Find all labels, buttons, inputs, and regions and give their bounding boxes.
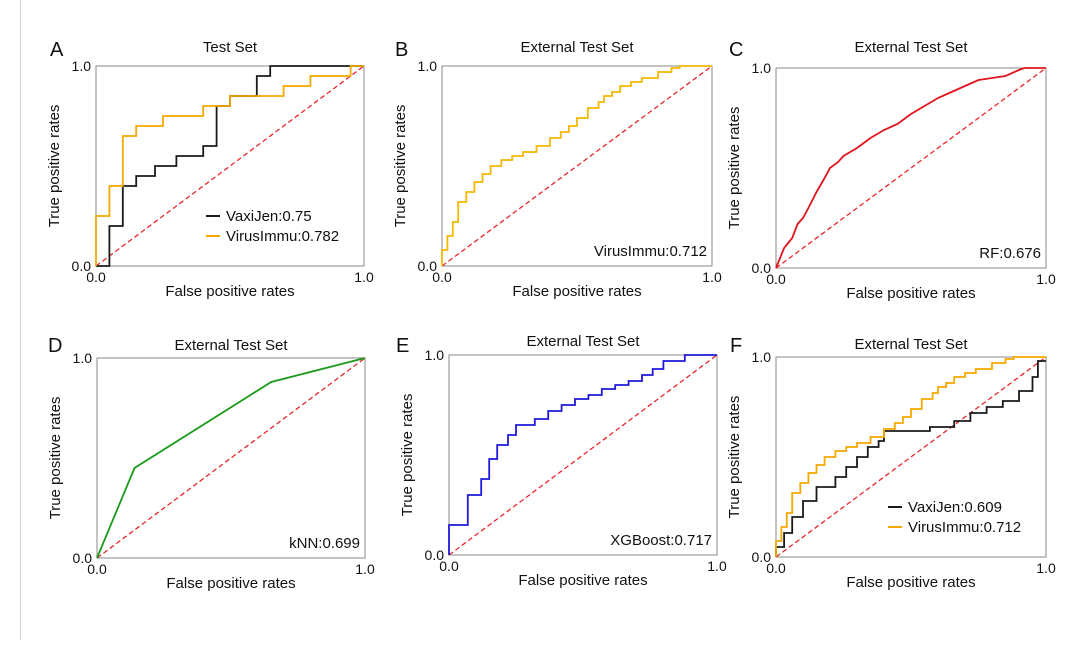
chart-title: Test Set — [203, 39, 258, 56]
auc-annotation: XGBoost:0.717 — [610, 532, 712, 549]
y-tick-label: 1.0 — [752, 60, 772, 76]
panel-letter: E — [396, 335, 409, 357]
y-tick-label: 0.0 — [418, 258, 438, 274]
x-tick-label: 0.0 — [766, 271, 786, 287]
auc-annotation: VirusImmu:0.712 — [594, 243, 707, 260]
diagonal-reference-line — [775, 67, 1047, 269]
panel-letter: C — [729, 39, 743, 61]
y-tick-label: 1.0 — [418, 58, 438, 74]
plot-frame — [95, 65, 365, 267]
y-tick-label: 0.0 — [72, 258, 92, 274]
x-axis-label: False positive rates — [512, 283, 641, 300]
series-line-1 — [95, 65, 364, 266]
legend-label: VaxiJen:0.75 — [226, 208, 312, 225]
y-axis-label: True positive rates — [392, 105, 409, 228]
plot-frame — [441, 65, 713, 267]
x-tick-label: 1.0 — [702, 269, 722, 285]
x-axis-label: False positive rates — [846, 574, 975, 591]
y-axis-label: True positive rates — [726, 396, 743, 519]
x-tick-label: 0.0 — [86, 269, 106, 285]
y-axis-label: True positive rates — [46, 105, 63, 228]
x-tick-label: 1.0 — [355, 561, 375, 577]
series-line-0 — [441, 65, 712, 266]
x-tick-label: 0.0 — [766, 560, 786, 576]
y-tick-label: 0.0 — [752, 549, 772, 565]
plot-frame — [96, 357, 366, 559]
x-tick-label: 1.0 — [1036, 271, 1056, 287]
series-line-0 — [96, 357, 366, 559]
x-axis-label: False positive rates — [518, 572, 647, 589]
series-line-1 — [775, 356, 1046, 557]
panel-d: D External Test Set False positive rates Tr… — [47, 335, 375, 592]
panel-a: A Test Set False positive rates True positi… — [46, 39, 374, 300]
chart-title: External Test Set — [854, 39, 968, 56]
panel-e: E External Test Set False positive rates Tr… — [396, 333, 727, 589]
auc-annotation: kNN:0.699 — [289, 535, 360, 552]
diagonal-reference-line — [441, 65, 713, 267]
chart-title: External Test Set — [174, 337, 288, 354]
plot-frame — [775, 67, 1047, 269]
x-tick-label: 0.0 — [432, 269, 452, 285]
chart-title: External Test Set — [526, 333, 640, 350]
panel-f: F External Test Set False positive rates Tr… — [726, 335, 1056, 591]
chart-title: External Test Set — [520, 39, 634, 56]
series-line-0 — [775, 67, 1046, 269]
y-tick-label: 0.0 — [73, 550, 93, 566]
y-axis-label: True positive rates — [399, 394, 416, 517]
diagonal-reference-line — [775, 356, 1047, 558]
panel-b: B External Test Set False positive rates Tr… — [392, 39, 722, 300]
y-axis-label: True positive rates — [726, 107, 743, 230]
chart-title: External Test Set — [854, 336, 968, 353]
x-axis-label: False positive rates — [166, 575, 295, 592]
series-line-0 — [96, 65, 364, 267]
diagonal-reference-line — [96, 357, 366, 559]
legend-label: VirusImmu:0.712 — [908, 519, 1021, 536]
x-tick-label: 1.0 — [707, 558, 727, 574]
auc-annotation: RF:0.676 — [979, 245, 1041, 262]
panel-letter: D — [48, 335, 62, 357]
x-tick-label: 0.0 — [439, 558, 459, 574]
y-axis-label: True positive rates — [47, 397, 64, 520]
plot-frame — [448, 354, 718, 556]
y-tick-label: 0.0 — [752, 260, 772, 276]
y-tick-label: 1.0 — [752, 349, 772, 365]
page-divider-line — [20, 0, 21, 640]
y-tick-label: 1.0 — [425, 347, 445, 363]
panel-letter: F — [730, 335, 742, 357]
legend-label: VirusImmu:0.782 — [226, 228, 339, 245]
x-axis-label: False positive rates — [846, 285, 975, 302]
series-line-0 — [775, 360, 1046, 557]
series-line-0 — [448, 354, 717, 555]
panel-c: C External Test Set False positive rates Tr… — [726, 39, 1056, 302]
y-tick-label: 1.0 — [73, 350, 93, 366]
panel-letter: B — [395, 39, 408, 61]
x-tick-label: 0.0 — [87, 561, 107, 577]
y-tick-label: 1.0 — [72, 58, 92, 74]
diagonal-reference-line — [448, 354, 718, 556]
x-tick-label: 1.0 — [1036, 560, 1056, 576]
plot-frame — [775, 356, 1047, 558]
panel-letter: A — [50, 39, 64, 61]
legend-label: VaxiJen:0.609 — [908, 499, 1002, 516]
x-axis-label: False positive rates — [165, 283, 294, 300]
x-tick-label: 1.0 — [354, 269, 374, 285]
y-tick-label: 0.0 — [425, 547, 445, 563]
